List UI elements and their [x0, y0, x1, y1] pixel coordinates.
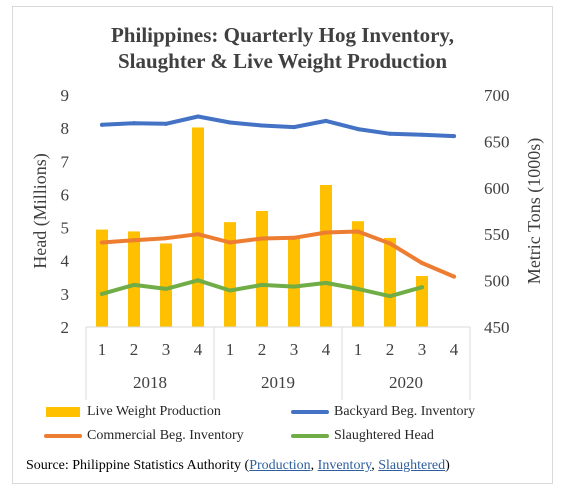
- x-axis-group-label: 2019: [261, 373, 295, 392]
- source-suffix: ): [445, 458, 450, 473]
- series-point: [260, 123, 264, 128]
- y-axis-tick-label: 5: [61, 219, 70, 238]
- series-point: [196, 232, 200, 237]
- series-point: [292, 284, 296, 289]
- bar: [352, 221, 364, 327]
- source-separator: ,: [310, 458, 318, 473]
- y-axis-tick-label: 6: [61, 185, 70, 204]
- series-point: [260, 236, 264, 241]
- bar: [416, 275, 428, 327]
- series-point: [420, 132, 424, 137]
- series-point: [228, 240, 232, 245]
- series-point: [196, 114, 200, 119]
- series-point: [324, 230, 328, 235]
- y2-axis-tick-label: 550: [484, 225, 510, 244]
- source-note: Source: Philippine Statistics Authority …: [26, 458, 450, 474]
- x-axis-tick-label: 2: [258, 340, 267, 359]
- series-point: [356, 229, 360, 234]
- y-axis-title: Head (Millions): [30, 153, 51, 268]
- source-link-production[interactable]: Production: [249, 458, 311, 473]
- series-point: [228, 120, 232, 125]
- series-point: [324, 280, 328, 285]
- y2-axis-tick-label: 700: [484, 86, 510, 105]
- y-axis-tick-label: 3: [61, 285, 70, 304]
- x-axis-tick-label: 4: [450, 340, 459, 359]
- x-axis-group-label: 2020: [389, 373, 423, 392]
- x-axis-tick-label: 2: [386, 340, 395, 359]
- series-point: [356, 286, 360, 291]
- series-point: [388, 131, 392, 136]
- y2-axis-tick-label: 500: [484, 272, 510, 291]
- series-point: [196, 278, 200, 283]
- series-point: [164, 286, 168, 291]
- chart-title: Philippines: Quarterly Hog Inventory, Sl…: [0, 22, 565, 74]
- series-point: [292, 125, 296, 130]
- x-axis-tick-label: 1: [98, 340, 107, 359]
- x-axis-tick-label: 2: [130, 340, 139, 359]
- source-link-slaughtered[interactable]: Slaughtered: [378, 458, 446, 473]
- series-point: [324, 118, 328, 123]
- chart-title-line-1: Philippines: Quarterly Hog Inventory,: [110, 23, 454, 47]
- bar: [192, 127, 204, 327]
- y-axis-tick-label: 9: [61, 86, 70, 105]
- y2-axis-tick-label: 650: [484, 132, 510, 151]
- bar: [128, 231, 140, 327]
- series-point: [132, 121, 136, 126]
- series-point: [100, 240, 104, 245]
- series-point: [132, 238, 136, 243]
- chart-title-line-2: Slaughter & Live Weight Production: [117, 49, 448, 73]
- series-point: [100, 122, 104, 127]
- y-axis-tick-label: 4: [61, 252, 70, 271]
- series-point: [420, 261, 424, 266]
- series-point: [388, 241, 392, 246]
- source-separator: ,: [371, 458, 379, 473]
- y-axis-tick-label: 2: [61, 318, 70, 337]
- y2-axis-tick-label: 450: [484, 318, 510, 337]
- x-axis-group-label: 2018: [133, 373, 167, 392]
- bar: [288, 236, 300, 327]
- series-point: [260, 282, 264, 287]
- y2-axis-title: Metric Tons (1000s): [524, 138, 545, 284]
- series-line: [100, 114, 456, 139]
- x-axis-tick-label: 3: [418, 340, 427, 359]
- y-axis-tick-label: 8: [61, 119, 70, 138]
- bar: [224, 222, 236, 327]
- x-axis-tick-label: 3: [290, 340, 299, 359]
- x-axis-tick-label: 3: [162, 340, 171, 359]
- series-point: [452, 274, 456, 279]
- series-point: [100, 291, 104, 296]
- bar: [384, 237, 396, 327]
- series-line: [100, 229, 456, 279]
- bar: [320, 185, 332, 327]
- x-axis-tick-label: 4: [194, 340, 203, 359]
- bar: [160, 243, 172, 327]
- series-point: [388, 294, 392, 299]
- series-point: [164, 236, 168, 241]
- bar: [256, 211, 268, 327]
- series-point: [292, 235, 296, 240]
- x-axis-tick-label: 1: [226, 340, 235, 359]
- source-link-inventory[interactable]: Inventory: [317, 458, 372, 473]
- y2-axis-tick-label: 600: [484, 179, 510, 198]
- source-prefix: Source: Philippine Statistics Authority …: [26, 458, 250, 473]
- series-point: [132, 282, 136, 287]
- series-point: [228, 288, 232, 293]
- y-axis-tick-label: 7: [61, 152, 70, 171]
- series-point: [420, 285, 424, 290]
- bar: [96, 229, 108, 327]
- series-point: [452, 134, 456, 139]
- x-axis-tick-label: 4: [322, 340, 331, 359]
- series-point: [164, 121, 168, 126]
- series-point: [356, 127, 360, 132]
- x-axis-tick-label: 1: [354, 340, 363, 359]
